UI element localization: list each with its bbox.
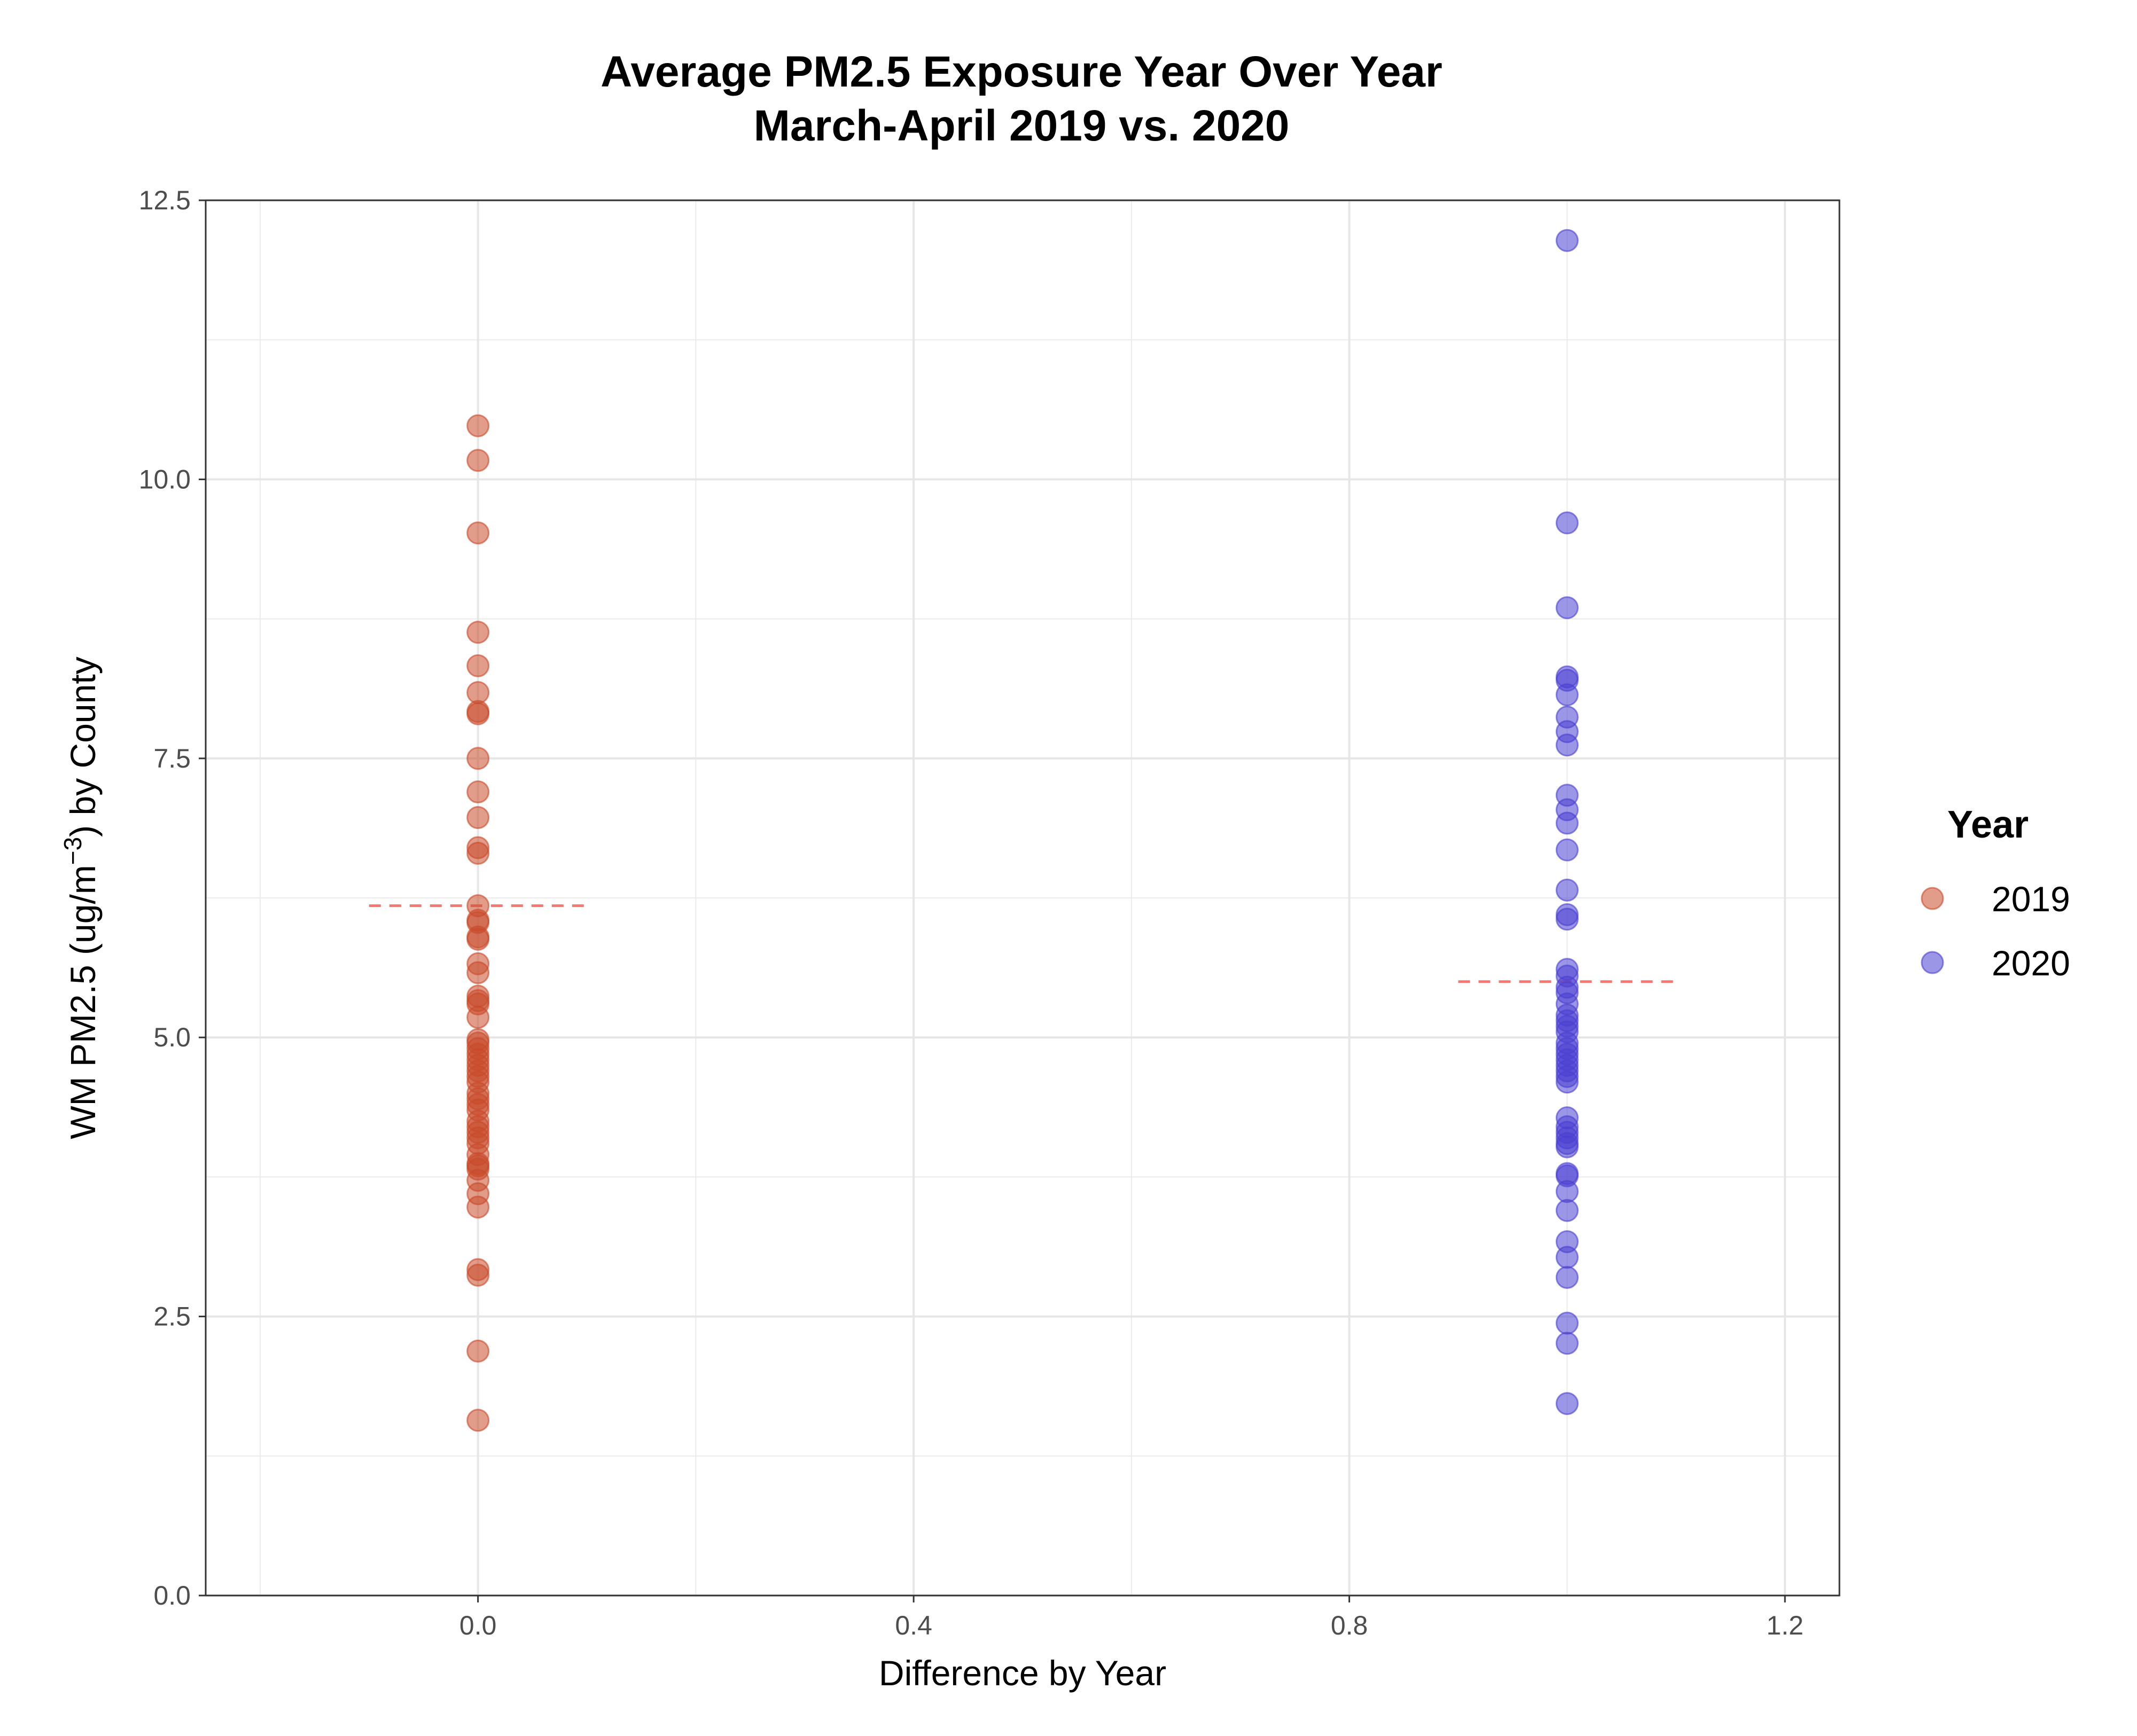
data-point-2020: [1555, 1180, 1579, 1203]
data-point-2020: [1555, 1332, 1579, 1355]
legend-marker-2020: [1921, 951, 1944, 974]
data-point-2019: [466, 449, 490, 472]
data-point-2019: [466, 681, 490, 705]
data-point-2019: [466, 780, 490, 803]
data-point-2019: [466, 1263, 490, 1287]
data-point-2019: [466, 1006, 490, 1029]
data-point-2020: [1555, 229, 1579, 252]
data-point-2020: [1555, 811, 1579, 835]
data-point-2019: [466, 927, 490, 951]
data-point-2020: [1555, 838, 1579, 862]
legend: Year 2019 2020: [1921, 803, 2070, 983]
y-tick-label: 10.0: [139, 464, 191, 494]
legend-marker-2019: [1921, 887, 1944, 910]
data-point-2019: [466, 654, 490, 677]
y-axis-title-superscript: −3: [59, 837, 87, 865]
data-point-2020: [1555, 1199, 1579, 1222]
data-point-2020: [1555, 1246, 1579, 1269]
y-axis-title: WM PM2.5 (ug/m−3) by County: [59, 656, 103, 1139]
data-point-2020: [1555, 908, 1579, 931]
data-point-2020: [1555, 1311, 1579, 1335]
legend-label-2019: 2019: [1992, 879, 2070, 919]
x-tick-label: 1.2: [1766, 1610, 1804, 1640]
data-point-2019: [466, 1339, 490, 1363]
y-tick-label: 7.5: [153, 744, 191, 773]
data-point-2019: [466, 521, 490, 545]
axis-ticks: 0.0 2.5 5.0 7.5 10.0 12.5 0.0 0.4 0.8 1.2: [139, 185, 1804, 1640]
data-point-2020: [1555, 683, 1579, 707]
data-point-2019: [466, 747, 490, 770]
data-point-2020: [1555, 1392, 1579, 1416]
chart-subtitle: March-April 2019 vs. 2020: [754, 101, 1290, 150]
data-point-2020: [1555, 511, 1579, 535]
chart-title: Average PM2.5 Exposure Year Over Year: [600, 48, 1442, 96]
data-points: [466, 229, 1579, 1432]
data-point-2020: [1555, 596, 1579, 620]
x-axis-title: Difference by Year: [879, 1653, 1166, 1693]
data-point-2019: [466, 414, 490, 437]
x-tick-label: 0.0: [459, 1610, 497, 1640]
legend-title: Year: [1947, 803, 2029, 846]
data-point-2019: [466, 621, 490, 644]
data-point-2020: [1555, 1265, 1579, 1289]
y-axis-title-suffix: ) by County: [63, 656, 103, 836]
y-tick-label: 2.5: [153, 1302, 191, 1332]
data-point-2019: [466, 806, 490, 830]
data-point-2020: [1555, 878, 1579, 902]
y-axis-title-prefix: WM PM2.5 (ug/m: [63, 865, 103, 1139]
y-tick-label: 5.0: [153, 1022, 191, 1052]
data-point-2019: [466, 961, 490, 984]
y-tick-label: 0.0: [153, 1581, 191, 1610]
data-point-2020: [1555, 1135, 1579, 1159]
legend-label-2020: 2020: [1992, 943, 2070, 983]
data-point-2019: [466, 1409, 490, 1432]
data-point-2019: [466, 841, 490, 865]
data-point-2019: [466, 702, 490, 725]
y-tick-label: 12.5: [139, 185, 191, 215]
plot-border: [205, 199, 1840, 1597]
data-point-2019: [466, 1195, 490, 1219]
data-point-2020: [1555, 733, 1579, 757]
x-tick-label: 0.4: [895, 1610, 932, 1640]
x-tick-label: 0.8: [1331, 1610, 1368, 1640]
data-point-2020: [1555, 1070, 1579, 1094]
